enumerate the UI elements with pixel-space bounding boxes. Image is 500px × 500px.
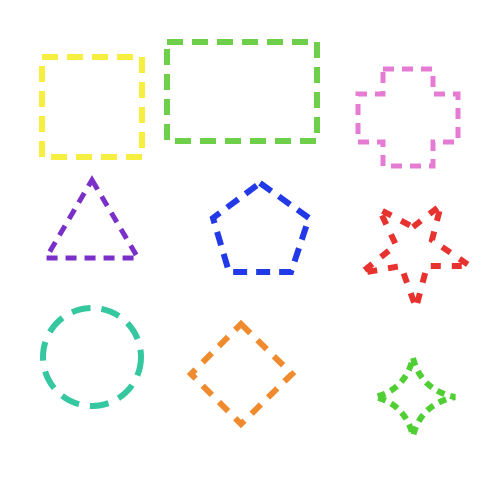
dashed-plus-cross-shape: [355, 66, 461, 169]
dashed-pentagon-shape: [209, 179, 313, 275]
dashed-square-shape: [39, 54, 145, 160]
dashed-star-shape: [359, 197, 480, 319]
dashed-four-point-star-shape: [374, 357, 456, 437]
dashed-circle-shape: [40, 305, 144, 409]
dashed-rectangle-shape: [164, 39, 320, 144]
dashed-diamond-shape: [186, 319, 297, 429]
dashed-triangle-shape: [41, 175, 143, 261]
